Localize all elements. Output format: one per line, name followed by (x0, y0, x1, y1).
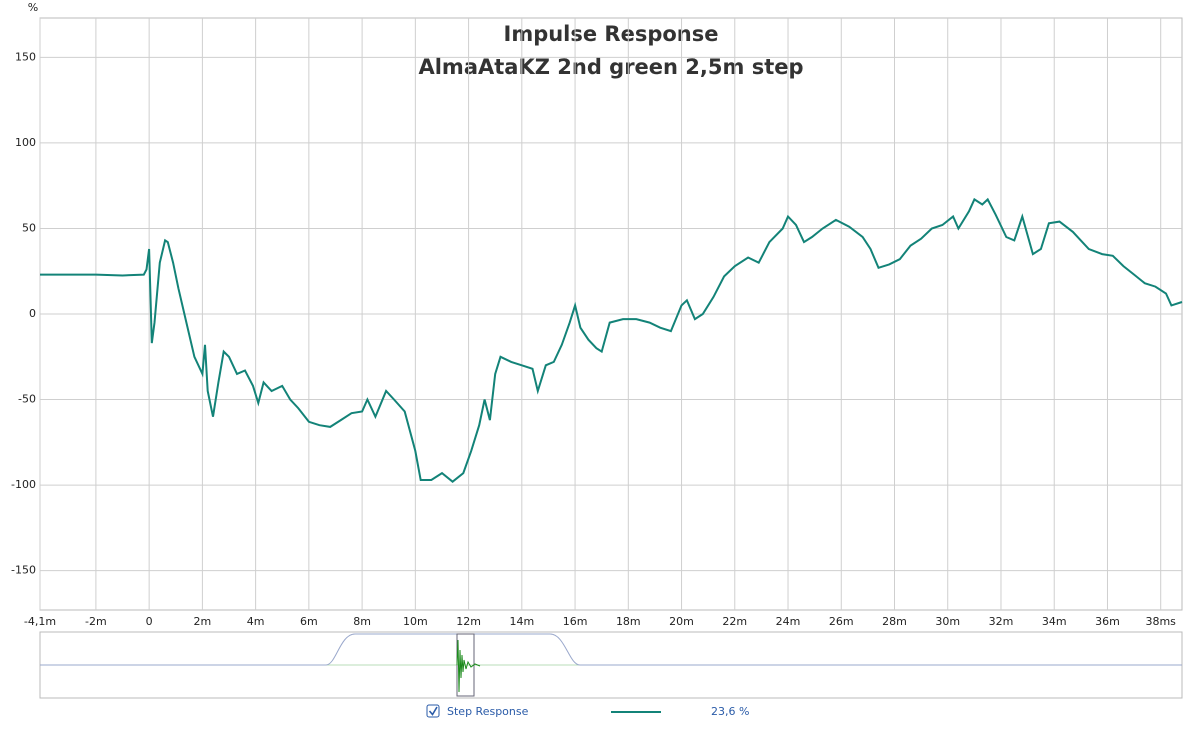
legend-value: 23,6 % (711, 705, 749, 718)
overview-window (40, 633, 1182, 666)
legend-label: Step Response (447, 705, 529, 718)
x-tick-label: 38ms (1145, 615, 1176, 628)
x-tick-label: 22m (722, 615, 747, 628)
x-tick-label: 2m (194, 615, 212, 628)
grid (39, 18, 1182, 610)
x-tick-label: 34m (1042, 615, 1067, 628)
y-tick-label: 150 (15, 50, 36, 63)
legend: Step Response 23,6 % (426, 704, 749, 718)
chart-subtitle: AlmaAtaKZ 2nd green 2,5m step (418, 55, 803, 79)
chart-title: Impulse Response (504, 22, 719, 46)
x-tick-label: -2m (85, 615, 107, 628)
y-tick-label: 0 (29, 307, 36, 320)
x-tick-label: 0 (146, 615, 153, 628)
x-tick-label: 30m (935, 615, 960, 628)
y-unit: % (28, 1, 38, 14)
x-tick-label: 18m (616, 615, 641, 628)
overview-impulse (456, 639, 481, 693)
x-tick-label: 26m (829, 615, 854, 628)
y-tick-label: -150 (11, 564, 36, 577)
y-tick-label: -100 (11, 478, 36, 491)
y-tick-label: 100 (15, 136, 36, 149)
y-tick-label: 50 (22, 221, 36, 234)
overview (39, 631, 1183, 699)
y-tick-label: -50 (18, 393, 36, 406)
x-tick-label: 10m (403, 615, 428, 628)
x-tick-label: 28m (882, 615, 907, 628)
x-tick-label: 8m (353, 615, 371, 628)
x-tick-label: 36m (1095, 615, 1120, 628)
x-tick-label: 4m (247, 615, 265, 628)
x-tick-label: 6m (300, 615, 318, 628)
x-tick-label: 16m (563, 615, 588, 628)
x-tick-label: -4,1m (24, 615, 56, 628)
data-line (40, 197, 1183, 483)
x-tick-label: 20m (669, 615, 694, 628)
checkbox-check (428, 706, 438, 716)
x-tick-label: 12m (456, 615, 481, 628)
x-tick-label: 14m (509, 615, 534, 628)
x-tick-label: 24m (776, 615, 801, 628)
x-tick-label: 32m (989, 615, 1014, 628)
